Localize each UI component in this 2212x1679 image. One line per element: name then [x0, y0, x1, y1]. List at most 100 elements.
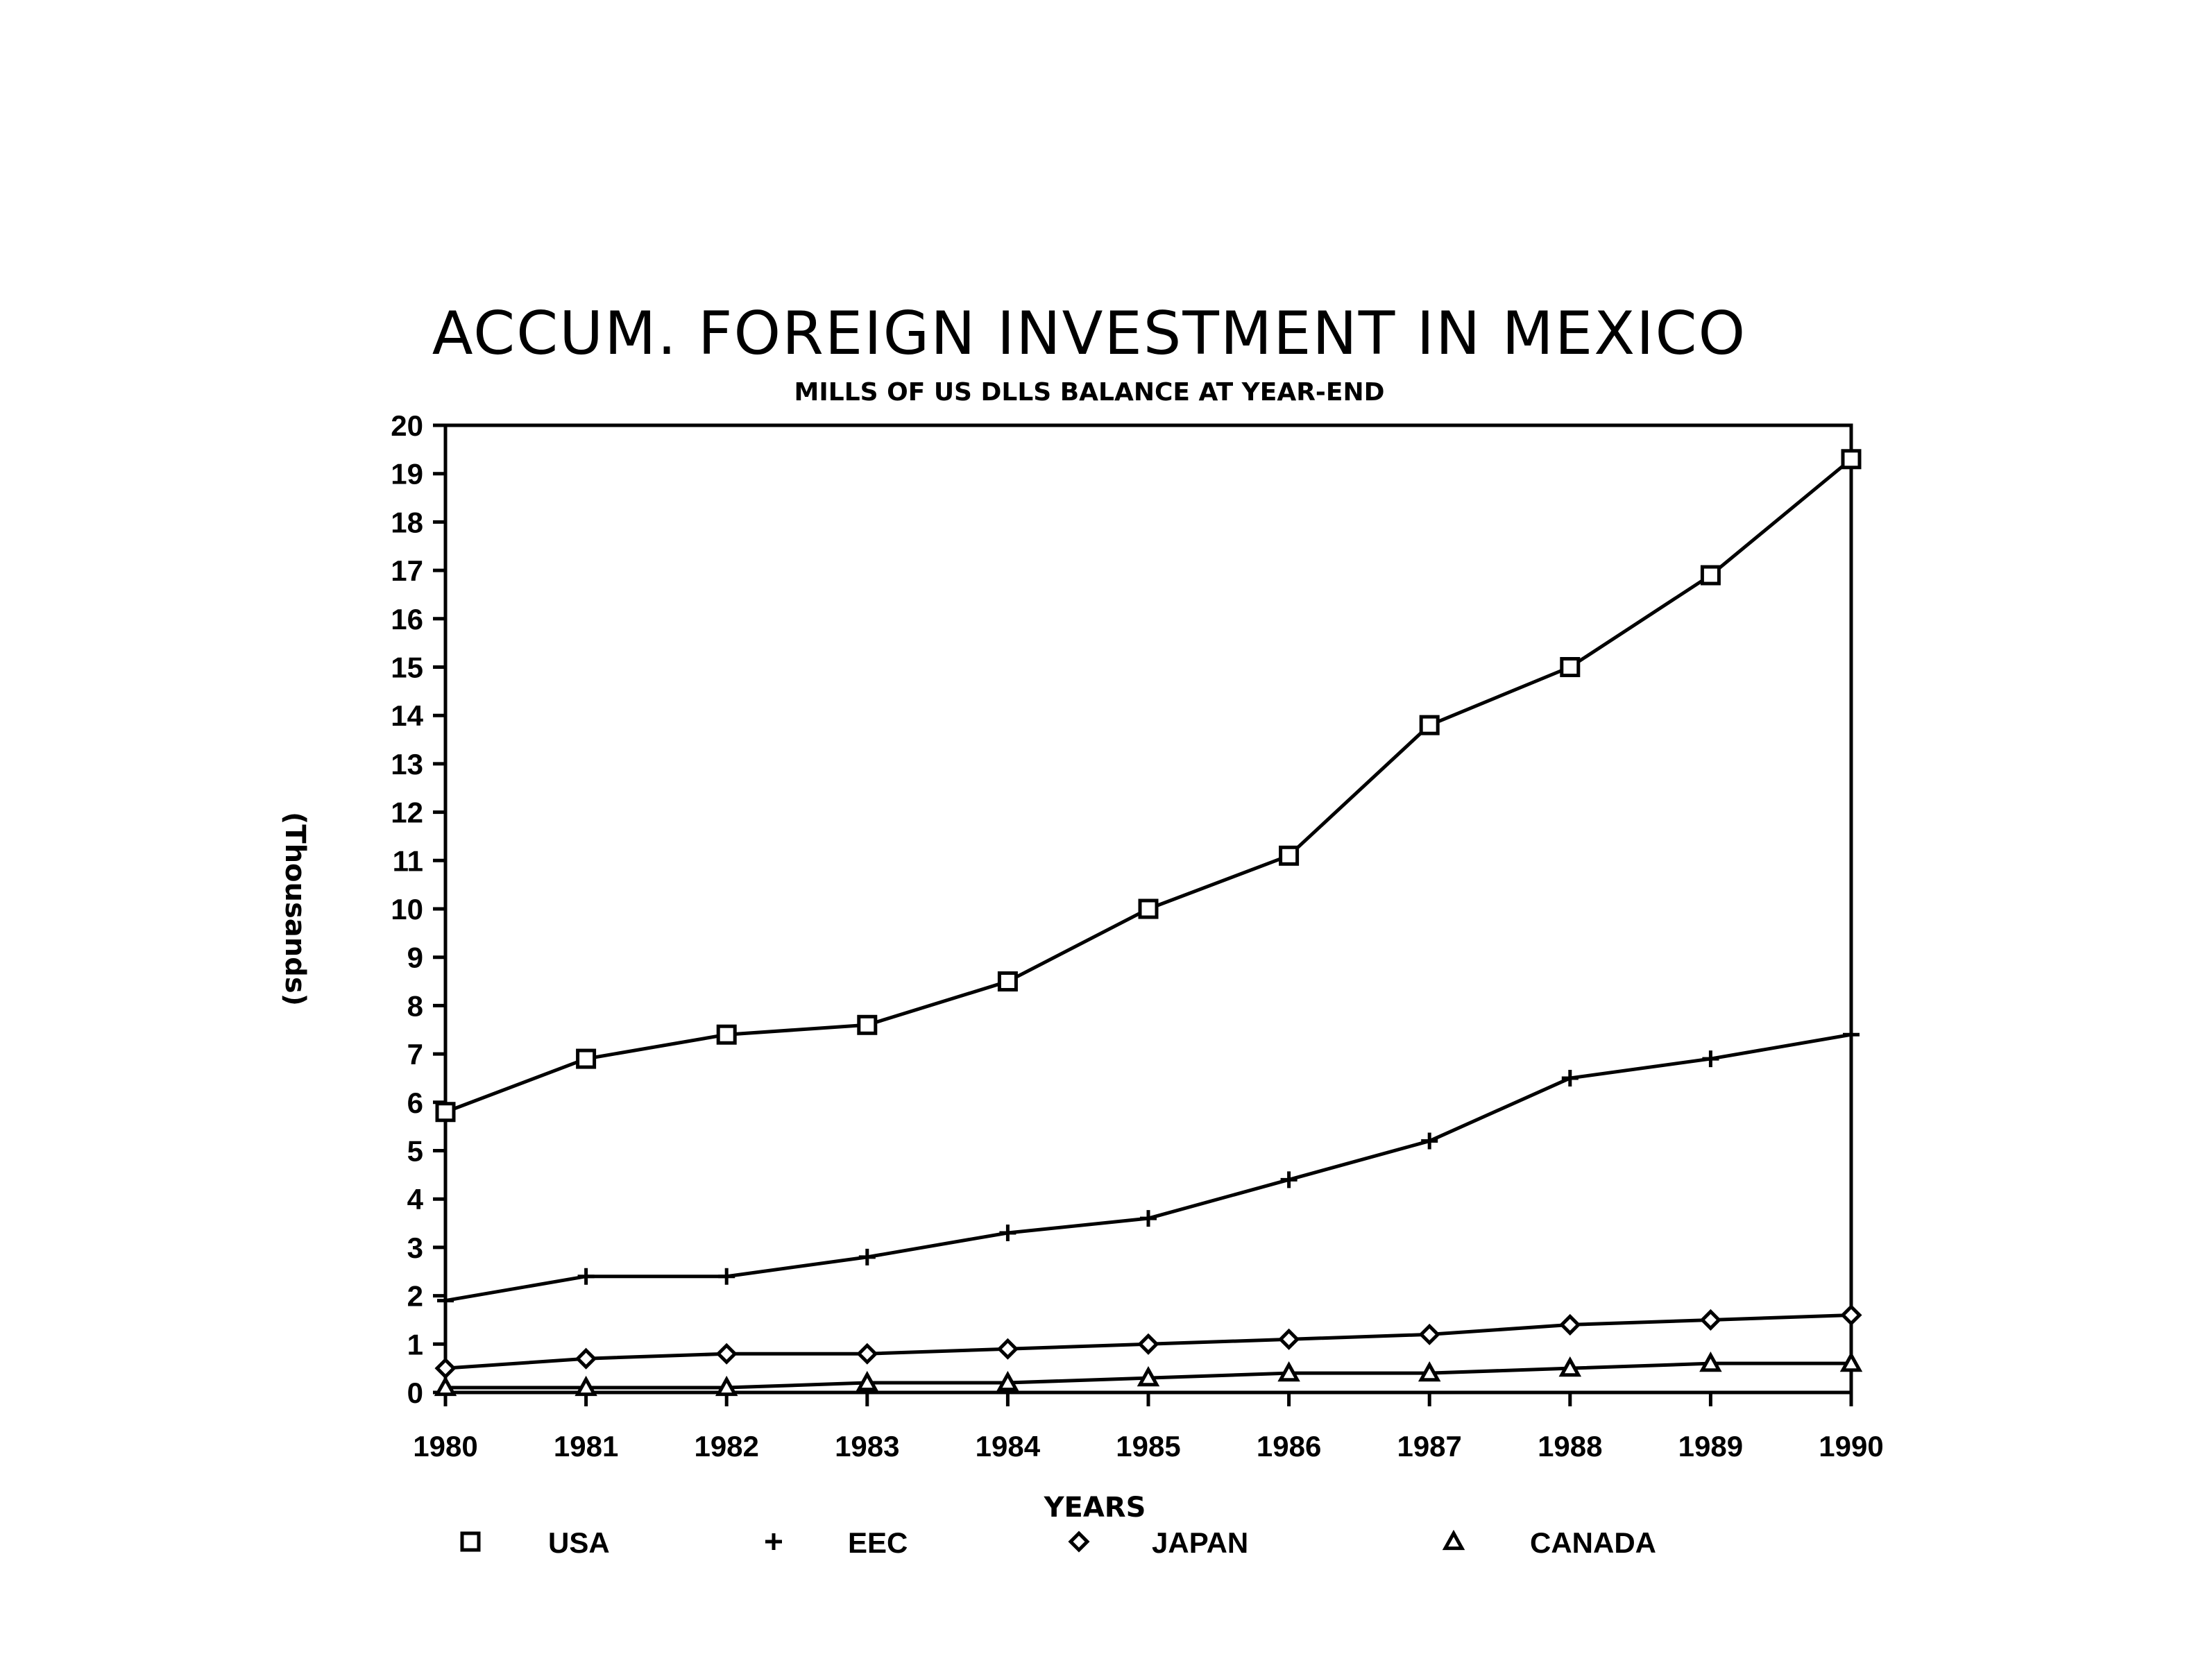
- data-point-eec: [1140, 1210, 1157, 1227]
- y-tick-label: 18: [391, 506, 423, 538]
- series-layer: [434, 449, 1863, 1397]
- data-point-canada: [575, 1375, 597, 1397]
- y-tick-label: 10: [391, 893, 423, 926]
- data-point-canada: [856, 1370, 879, 1392]
- x-tick-label: 1990: [1819, 1430, 1883, 1463]
- y-tick-label: 7: [407, 1038, 423, 1071]
- data-point-japan: [715, 1343, 738, 1365]
- data-point-japan: [1559, 1313, 1581, 1336]
- legend-label: JAPAN: [1152, 1526, 1248, 1559]
- y-tick-label: 6: [407, 1086, 423, 1119]
- y-tick-label: 2: [407, 1280, 423, 1313]
- x-tick-label: 1986: [1257, 1430, 1321, 1463]
- series-eec: [437, 1026, 1860, 1309]
- y-tick-label: 12: [391, 796, 423, 829]
- data-point-japan: [434, 1357, 457, 1379]
- x-tick-label: 1983: [835, 1430, 899, 1463]
- legend-marker-japan: [1068, 1531, 1090, 1553]
- data-point-canada: [434, 1375, 457, 1397]
- legend-marker-eec: [765, 1533, 782, 1550]
- data-point-japan: [1699, 1309, 1721, 1331]
- y-tick-label: 5: [407, 1135, 423, 1168]
- data-point-usa: [997, 971, 1018, 992]
- data-point-canada: [1277, 1361, 1300, 1382]
- y-tick-label: 13: [391, 748, 423, 781]
- data-point-usa: [1841, 449, 1862, 470]
- y-tick-label: 16: [391, 603, 423, 636]
- x-tick-label: 1982: [694, 1430, 758, 1463]
- chart-subtitle: MILLS OF US DLLS BALANCE AT YEAR-END: [794, 378, 1385, 407]
- legend-item-usa: USA: [460, 1526, 610, 1559]
- data-point-usa: [1279, 845, 1300, 866]
- data-point-eec: [999, 1224, 1016, 1241]
- data-point-canada: [1839, 1352, 1863, 1372]
- series-japan: [434, 1304, 1862, 1379]
- legend-label: EEC: [848, 1526, 908, 1559]
- y-tick-label: 0: [407, 1377, 423, 1409]
- data-point-eec: [858, 1248, 876, 1265]
- y-tick-label: 3: [407, 1231, 423, 1264]
- data-point-eec: [577, 1268, 595, 1285]
- data-point-usa: [716, 1024, 737, 1045]
- x-axis-label: YEARS: [1044, 1492, 1146, 1524]
- x-tick-label: 1984: [976, 1430, 1041, 1463]
- chart-title: ACCUM. FOREIGN INVESTMENT IN MEXICO: [432, 299, 1746, 368]
- y-tick-label: 9: [407, 941, 423, 974]
- data-point-japan: [996, 1338, 1019, 1360]
- y-tick-label: 4: [407, 1183, 424, 1216]
- x-axis-ticks: 1980 1981 1982 1983 1984 1985 1986 1987 1988 1989…: [413, 1392, 1884, 1463]
- legend-label: CANADA: [1530, 1526, 1656, 1559]
- y-tick-label: 19: [391, 458, 423, 491]
- legend-item-eec: EEC: [765, 1526, 908, 1559]
- data-point-canada: [715, 1375, 738, 1397]
- y-tick-label: 14: [391, 699, 423, 732]
- y-tick-label: 20: [391, 409, 423, 442]
- data-point-eec: [718, 1268, 735, 1285]
- data-point-japan: [1418, 1323, 1440, 1345]
- data-point-canada: [1699, 1352, 1722, 1372]
- data-point-japan: [1840, 1304, 1862, 1327]
- data-point-usa: [435, 1102, 456, 1123]
- y-tick-label: 17: [391, 554, 423, 587]
- legend-item-canada: CANADA: [1442, 1526, 1656, 1559]
- legend-label: USA: [548, 1526, 610, 1559]
- series-canada: [434, 1352, 1863, 1397]
- x-tick-label: 1989: [1678, 1430, 1743, 1463]
- data-point-usa: [1700, 565, 1721, 586]
- y-tick-label: 8: [407, 989, 423, 1022]
- legend-item-japan: JAPAN: [1068, 1526, 1248, 1559]
- data-point-usa: [1138, 898, 1159, 919]
- data-point-canada: [1558, 1356, 1582, 1377]
- data-point-japan: [1278, 1328, 1300, 1350]
- data-point-canada: [996, 1370, 1019, 1392]
- legend-marker-canada: [1442, 1529, 1465, 1551]
- legend-marker-usa: [460, 1531, 481, 1552]
- data-point-usa: [1560, 657, 1581, 677]
- data-point-eec: [437, 1292, 454, 1309]
- x-tick-label: 1985: [1116, 1430, 1180, 1463]
- data-point-eec: [1702, 1050, 1719, 1068]
- data-point-canada: [1418, 1361, 1441, 1382]
- data-point-usa: [576, 1048, 597, 1069]
- data-point-usa: [857, 1014, 878, 1035]
- y-tick-label: 1: [407, 1328, 423, 1361]
- x-tick-label: 1980: [413, 1430, 477, 1463]
- x-tick-label: 1981: [554, 1430, 618, 1463]
- data-point-eec: [1561, 1069, 1579, 1086]
- data-point-japan: [1137, 1333, 1159, 1355]
- data-point-eec: [1280, 1171, 1298, 1188]
- series-usa: [435, 449, 1862, 1123]
- data-point-japan: [575, 1347, 597, 1370]
- data-point-eec: [1843, 1026, 1860, 1043]
- legend: USA EEC JAPAN CANADA: [460, 1526, 1656, 1559]
- data-point-japan: [856, 1343, 878, 1365]
- x-tick-label: 1988: [1538, 1430, 1602, 1463]
- data-point-canada: [1137, 1365, 1160, 1387]
- y-axis-label: (Thousands): [279, 812, 311, 1006]
- data-point-usa: [1419, 715, 1440, 735]
- x-tick-label: 1987: [1397, 1430, 1461, 1463]
- y-tick-label: 15: [391, 651, 423, 684]
